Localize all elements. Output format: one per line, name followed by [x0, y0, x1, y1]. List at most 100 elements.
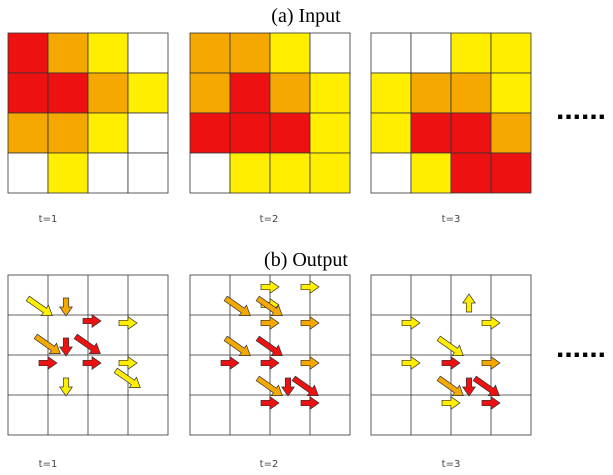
input-cell: [370, 32, 412, 74]
motion-arrow-e: [118, 316, 138, 330]
input-cell: [87, 72, 129, 114]
motion-arrow-se: [436, 335, 464, 356]
input-cell: [229, 72, 271, 114]
input-cell: [450, 152, 492, 194]
motion-arrow-se: [73, 333, 101, 354]
motion-arrow-e: [118, 356, 138, 370]
input-cell: [47, 112, 89, 154]
input-cell: [490, 152, 532, 194]
input-time-label-1: t=1: [39, 214, 58, 225]
input-cell: [269, 152, 311, 194]
input-grid-1: [7, 32, 169, 194]
input-cell: [309, 112, 351, 154]
input-cell: [410, 152, 452, 194]
input-cell: [450, 32, 492, 74]
motion-arrow-s: [59, 337, 73, 357]
input-cell: [309, 152, 351, 194]
input-title: (a) Input: [271, 5, 341, 27]
input-cell: [47, 72, 89, 114]
motion-arrow-s: [462, 377, 476, 397]
motion-arrow-e: [481, 356, 501, 370]
input-cell: [490, 112, 532, 154]
input-cell: [229, 152, 271, 194]
input-cell: [87, 152, 129, 194]
input-cell: [47, 152, 89, 194]
input-cell: [127, 112, 169, 154]
output-time-label-2: t=2: [260, 459, 279, 470]
motion-arrow-se: [255, 375, 283, 396]
input-cell: [127, 152, 169, 194]
input-cell: [189, 112, 231, 154]
input-cell: [370, 72, 412, 114]
motion-arrow-e: [260, 356, 280, 370]
input-grid-2: [189, 32, 351, 194]
motion-arrow-e: [441, 356, 461, 370]
motion-arrow-e: [481, 316, 501, 330]
input-cell: [87, 32, 129, 74]
input-cell: [7, 72, 49, 114]
motion-arrow-e: [300, 316, 320, 330]
motion-arrow-se: [255, 295, 283, 316]
motion-arrow-se: [113, 367, 141, 388]
input-cell: [370, 112, 412, 154]
input-cell: [309, 32, 351, 74]
motion-arrow-e: [38, 356, 58, 370]
input-cell: [450, 112, 492, 154]
motion-arrow-e: [441, 396, 461, 410]
motion-arrow-se: [255, 335, 283, 356]
input-cell: [269, 112, 311, 154]
motion-arrow-s: [281, 377, 295, 397]
motion-arrow-e: [300, 280, 320, 294]
motion-arrow-e: [300, 356, 320, 370]
motion-arrow-se: [223, 335, 251, 356]
motion-arrow-s: [59, 297, 73, 317]
input-cell: [189, 72, 231, 114]
motion-arrow-e: [401, 316, 421, 330]
input-cell: [189, 32, 231, 74]
input-time-label-3: t=3: [442, 214, 461, 225]
motion-arrow-se: [33, 333, 61, 354]
motion-arrow-se: [291, 375, 319, 396]
motion-arrow-e: [300, 396, 320, 410]
input-cell: [490, 32, 532, 74]
motion-arrow-e: [82, 314, 102, 328]
motion-arrow-se: [25, 295, 53, 316]
input-cell: [450, 72, 492, 114]
input-cell: [7, 152, 49, 194]
motion-arrow-se: [472, 375, 500, 396]
input-cell: [127, 32, 169, 74]
output-grid-1: [7, 274, 169, 436]
motion-arrow-e: [481, 396, 501, 410]
input-grid-3: [370, 32, 532, 194]
input-cell: [410, 72, 452, 114]
input-cell: [410, 112, 452, 154]
motion-arrow-se: [436, 375, 464, 396]
motion-arrow-e: [260, 280, 280, 294]
input-cell: [7, 32, 49, 74]
input-cell: [269, 72, 311, 114]
input-grids: [7, 32, 532, 194]
output-ellipsis: ......: [556, 331, 606, 364]
motion-arrow-s: [59, 377, 73, 397]
motion-arrow-se: [223, 295, 251, 316]
input-cell: [229, 112, 271, 154]
output-grids: [7, 274, 532, 436]
motion-arrow-e: [401, 356, 421, 370]
input-cell: [269, 32, 311, 74]
input-cell: [47, 32, 89, 74]
motion-arrow-n: [462, 293, 476, 313]
input-cell: [309, 72, 351, 114]
output-grid-3: [370, 274, 532, 436]
input-cell: [7, 112, 49, 154]
output-grid-2: [189, 274, 351, 436]
output-title: (b) Output: [264, 249, 348, 271]
motion-arrow-e: [220, 356, 240, 370]
input-cell: [490, 72, 532, 114]
input-cell: [127, 72, 169, 114]
input-cell: [370, 152, 412, 194]
output-time-label-3: t=3: [442, 459, 461, 470]
input-cell: [87, 112, 129, 154]
motion-arrow-e: [260, 316, 280, 330]
motion-arrow-e: [82, 356, 102, 370]
